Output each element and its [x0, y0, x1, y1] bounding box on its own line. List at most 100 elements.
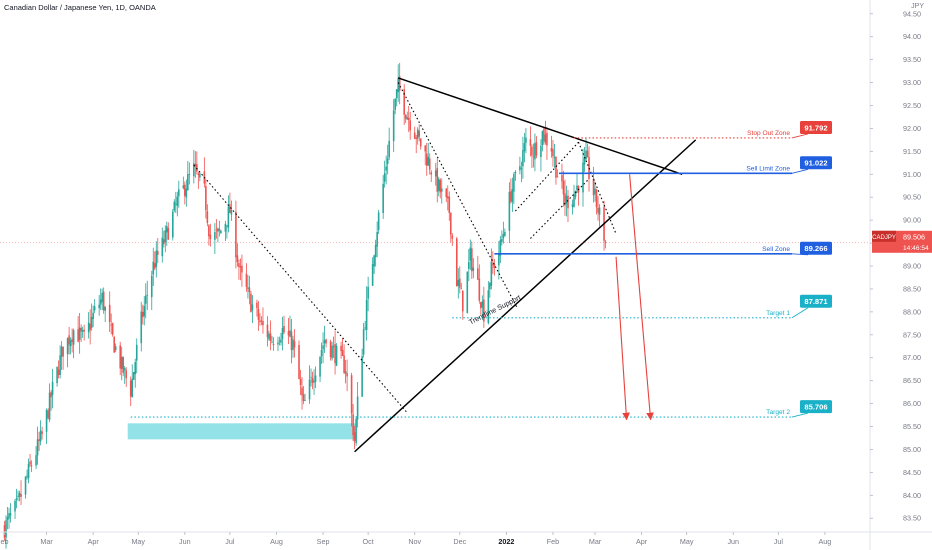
- candle-body: [477, 268, 479, 280]
- candle-body: [150, 275, 153, 298]
- candle-body: [256, 302, 258, 309]
- candle-body: [131, 378, 134, 397]
- candle-body: [466, 271, 469, 313]
- candle-body: [56, 366, 58, 384]
- candle-body: [77, 329, 79, 342]
- x-tick-label: Jun: [727, 537, 739, 546]
- candle-body: [392, 110, 395, 142]
- arrows-layer: [615, 174, 654, 421]
- y-tick-label: 90.50: [903, 193, 921, 202]
- candle-body: [555, 156, 557, 178]
- stop-out-zone-connector: [791, 133, 809, 139]
- x-tick-label: Mar: [589, 537, 602, 546]
- candle-body: [510, 191, 512, 202]
- candle-body: [184, 184, 186, 196]
- candle-body: [238, 263, 240, 267]
- candle-body: [413, 132, 416, 139]
- candle-body: [469, 247, 472, 261]
- candle-body: [472, 267, 475, 271]
- candle-body: [98, 304, 100, 309]
- candle-body: [588, 157, 590, 179]
- sell-limit-zone-connector: [791, 168, 809, 174]
- candle-body: [193, 163, 195, 177]
- candle-body: [478, 278, 481, 301]
- candle-body: [556, 176, 559, 178]
- candle-body: [262, 321, 264, 326]
- candle-body: [341, 349, 344, 357]
- candle-body: [449, 212, 452, 235]
- candle-body: [215, 229, 218, 231]
- trendline-support-label: Trendline Support: [467, 293, 522, 327]
- target-1-connector: [791, 307, 809, 319]
- candle-body: [6, 517, 9, 520]
- candle-body: [576, 185, 578, 191]
- candle-body: [480, 302, 482, 309]
- candle-body: [446, 196, 449, 199]
- candle-body: [18, 492, 21, 497]
- candle-body: [522, 150, 524, 167]
- candle-body: [164, 230, 167, 243]
- candle-body: [302, 394, 305, 402]
- y-tick-label: 92.00: [903, 124, 921, 133]
- candle-body: [39, 430, 42, 442]
- candle-body: [266, 324, 269, 338]
- candle-body: [499, 239, 502, 256]
- candle-body: [376, 231, 378, 247]
- channel-bottom-line: [530, 178, 590, 239]
- candle-body: [334, 344, 336, 364]
- candle-body: [239, 265, 242, 268]
- candle-body: [406, 117, 409, 120]
- candle-body: [319, 356, 321, 377]
- candle-body: [508, 191, 511, 231]
- y-tick-label: 94.00: [903, 32, 921, 41]
- candle-body: [552, 149, 554, 157]
- symbol-badge-text: CADJPY: [872, 235, 896, 241]
- y-tick-label: 91.50: [903, 147, 921, 156]
- candle-body: [407, 117, 410, 121]
- candle-body: [455, 238, 458, 287]
- candle-body: [290, 331, 293, 351]
- candle-body: [197, 173, 200, 175]
- candle-body: [323, 340, 326, 344]
- candle-body: [565, 195, 568, 204]
- sell-limit-zone-price-text: 91.022: [804, 159, 827, 168]
- candle-body: [583, 157, 586, 165]
- candle-body: [27, 463, 30, 479]
- candle-body: [561, 175, 563, 182]
- candle-body: [383, 173, 386, 182]
- candle-body: [308, 379, 311, 400]
- candle-body: [83, 329, 85, 332]
- y-tick-label: 93.00: [903, 78, 921, 87]
- candle-body: [573, 194, 575, 207]
- candle-body: [50, 392, 52, 398]
- candle-body: [271, 341, 273, 343]
- candle-body: [125, 370, 128, 379]
- candle-body: [535, 142, 538, 156]
- sell-limit-zone-price-box: [800, 156, 832, 170]
- candle-body: [72, 330, 75, 345]
- candle-body: [108, 304, 111, 323]
- candle-body: [371, 264, 374, 286]
- candle-body: [434, 170, 437, 177]
- y-tick-label: 88.50: [903, 284, 921, 293]
- x-tick-label: Sep: [317, 537, 330, 546]
- candle-body: [120, 356, 123, 369]
- candle-body: [111, 323, 114, 335]
- candle-body: [514, 171, 517, 174]
- target-1-price-text: 87.871: [804, 297, 828, 306]
- candle-body: [404, 115, 407, 119]
- target-2-connector: [791, 412, 809, 418]
- candle-body: [385, 166, 387, 171]
- candle-body: [397, 78, 399, 93]
- candle-body: [93, 306, 96, 311]
- candle-body: [604, 241, 607, 243]
- candle-body: [598, 207, 601, 215]
- candle-body: [59, 355, 61, 376]
- candle-body: [30, 465, 33, 467]
- y-tick-label: 93.50: [903, 55, 921, 64]
- candle-body: [386, 158, 389, 164]
- candle-body: [155, 250, 158, 267]
- candle-body: [332, 345, 335, 347]
